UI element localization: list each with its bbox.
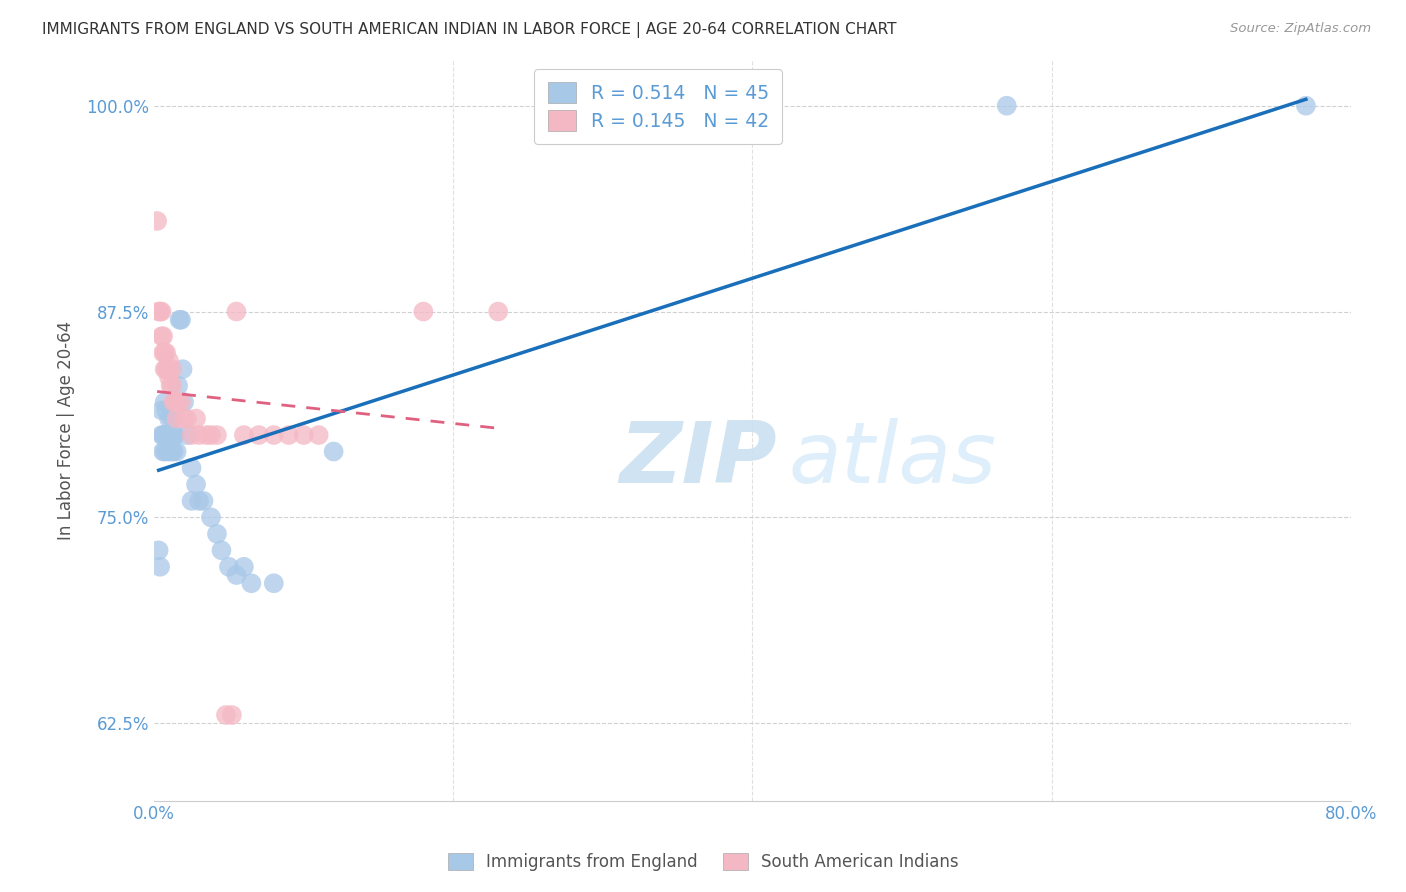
Point [193, 494, 215, 508]
Point [150, 428, 173, 442]
Point [173, 411, 195, 425]
Point [277, 428, 299, 442]
Point [247, 428, 270, 442]
Point [160, 362, 183, 376]
Point [211, 543, 233, 558]
Point [159, 436, 181, 450]
Point [153, 395, 176, 409]
Point [160, 378, 183, 392]
Point [155, 362, 177, 376]
Point [160, 444, 183, 458]
Point [157, 370, 180, 384]
Point [322, 444, 344, 458]
Point [155, 403, 177, 417]
Point [166, 444, 188, 458]
Point [157, 444, 180, 458]
Point [172, 362, 194, 376]
Point [165, 428, 187, 442]
Point [153, 345, 176, 359]
Point [176, 428, 198, 442]
Point [200, 510, 222, 524]
Point [232, 428, 254, 442]
Point [412, 304, 434, 318]
Point [225, 304, 247, 318]
Point [180, 428, 202, 442]
Point [221, 708, 243, 723]
Point [160, 411, 183, 425]
Point [180, 461, 202, 475]
Point [188, 494, 211, 508]
Point [292, 428, 315, 442]
Point [176, 411, 198, 425]
Point [263, 576, 285, 591]
Point [170, 395, 193, 409]
Point [308, 428, 330, 442]
Point [184, 411, 207, 425]
Point [166, 411, 188, 425]
Point [157, 354, 180, 368]
Point [156, 428, 179, 442]
Point [156, 362, 179, 376]
Point [200, 428, 222, 442]
Point [153, 428, 176, 442]
Point [152, 444, 174, 458]
Point [150, 403, 173, 417]
Point [157, 411, 180, 425]
Point [146, 214, 169, 228]
Point [150, 304, 173, 318]
Point [263, 428, 285, 442]
Point [215, 708, 238, 723]
Point [1295, 99, 1317, 113]
Point [205, 526, 228, 541]
Y-axis label: In Labor Force | Age 20-64: In Labor Force | Age 20-64 [58, 320, 75, 540]
Point [195, 428, 218, 442]
Legend: R = 0.514   N = 45, R = 0.145   N = 42: R = 0.514 N = 45, R = 0.145 N = 42 [534, 69, 782, 144]
Point [995, 99, 1018, 113]
Point [188, 428, 211, 442]
Point [167, 395, 190, 409]
Point [162, 395, 184, 409]
Point [153, 362, 176, 376]
Point [167, 378, 190, 392]
Legend: Immigrants from England, South American Indians: Immigrants from England, South American … [439, 845, 967, 880]
Point [155, 345, 177, 359]
Text: Source: ZipAtlas.com: Source: ZipAtlas.com [1230, 22, 1371, 36]
Point [162, 444, 184, 458]
Point [149, 559, 172, 574]
Text: ZIP: ZIP [619, 418, 776, 501]
Point [205, 428, 228, 442]
Point [156, 362, 179, 376]
Point [162, 428, 184, 442]
Point [240, 576, 263, 591]
Point [169, 312, 191, 326]
Point [184, 477, 207, 491]
Point [152, 428, 174, 442]
Point [170, 312, 193, 326]
Point [150, 329, 173, 343]
Point [486, 304, 509, 318]
Point [153, 444, 176, 458]
Point [149, 304, 172, 318]
Point [225, 568, 247, 582]
Point [232, 559, 254, 574]
Point [148, 543, 170, 558]
Point [218, 559, 240, 574]
Point [159, 428, 181, 442]
Point [173, 395, 195, 409]
Point [165, 395, 187, 409]
Text: atlas: atlas [789, 418, 997, 501]
Point [180, 494, 202, 508]
Point [155, 428, 177, 442]
Point [159, 378, 181, 392]
Text: IMMIGRANTS FROM ENGLAND VS SOUTH AMERICAN INDIAN IN LABOR FORCE | AGE 20-64 CORR: IMMIGRANTS FROM ENGLAND VS SOUTH AMERICA… [42, 22, 897, 38]
Point [152, 345, 174, 359]
Point [148, 304, 170, 318]
Point [152, 329, 174, 343]
Point [156, 444, 179, 458]
